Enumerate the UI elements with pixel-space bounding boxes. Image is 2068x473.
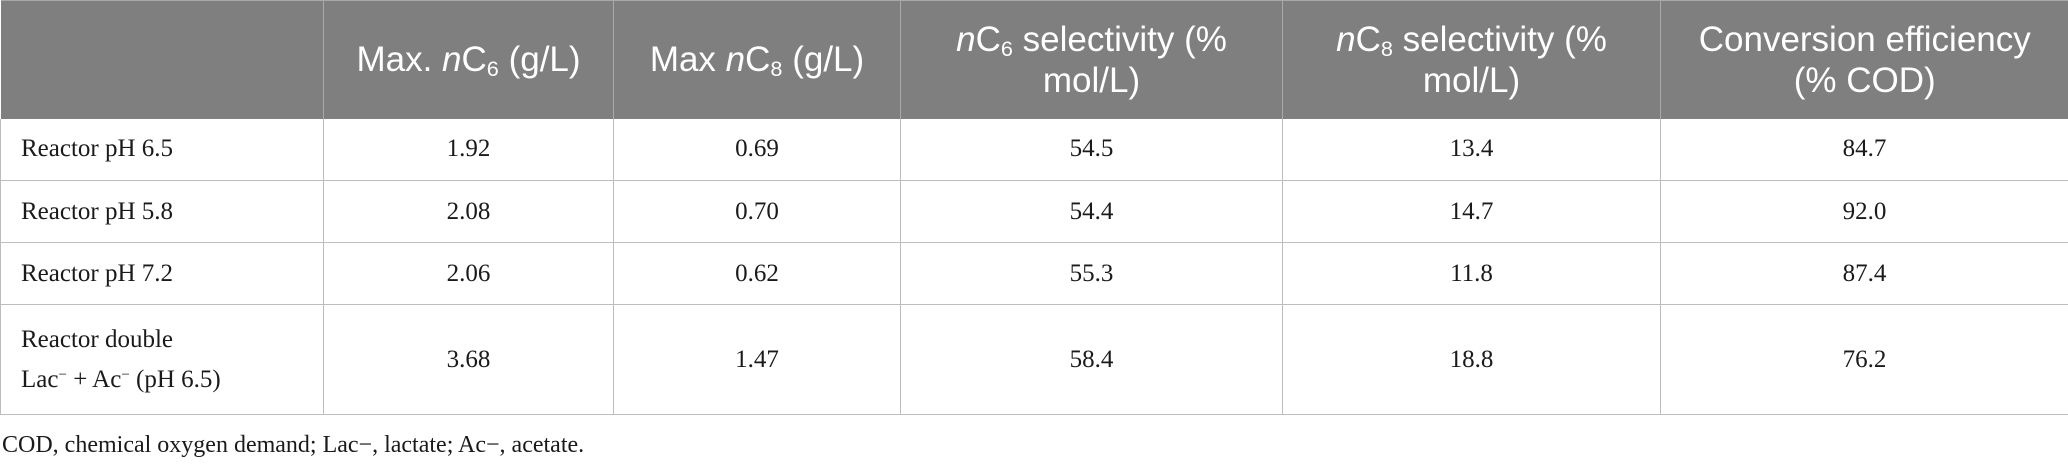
row-label-line1: Reactor double (21, 325, 174, 353)
cell-max-nc8: 1.47 (613, 304, 901, 415)
cell-nc6-selectivity: 54.4 (900, 180, 1283, 243)
header-nc8-selectivity: nC8 selectivity (% mol/L) (1282, 0, 1661, 119)
cell-nc6-selectivity: 54.5 (900, 118, 1283, 181)
row-label: Reactor double Lac− + Ac− (pH 6.5) (0, 304, 324, 415)
row-label-line2: Lac− + Ac− (pH 6.5) (21, 365, 221, 393)
cell-max-nc6: 2.06 (323, 242, 614, 305)
data-table-container: Max. nC6 (g/L) Max nC8 (g/L) nC6 selecti… (0, 0, 2068, 415)
cell-max-nc6: 2.08 (323, 180, 614, 243)
row-label: Reactor pH 5.8 (0, 180, 324, 243)
table-row: Reactor pH 7.2 2.06 0.62 55.3 11.8 87.4 (0, 242, 2068, 305)
cell-nc8-selectivity: 14.7 (1282, 180, 1661, 243)
cell-max-nc6: 3.68 (323, 304, 614, 415)
header-max-nc8: Max nC8 (g/L) (613, 0, 901, 119)
cell-nc8-selectivity: 18.8 (1282, 304, 1661, 415)
header-row: Max. nC6 (g/L) Max nC8 (g/L) nC6 selecti… (0, 0, 2068, 119)
cell-max-nc6: 1.92 (323, 118, 614, 181)
cell-max-nc8: 0.70 (613, 180, 901, 243)
table-row: Reactor pH 6.5 1.92 0.69 54.5 13.4 84.7 (0, 118, 2068, 181)
header-nc6-selectivity: nC6 selectivity (% mol/L) (900, 0, 1283, 119)
table-row: Reactor pH 5.8 2.08 0.70 54.4 14.7 92.0 (0, 180, 2068, 243)
row-label: Reactor pH 6.5 (0, 118, 324, 181)
cell-nc8-selectivity: 13.4 (1282, 118, 1661, 181)
table-footnote: COD, chemical oxygen demand; Lac−, lacta… (2, 432, 585, 458)
header-empty-cell (0, 0, 324, 119)
cell-nc6-selectivity: 58.4 (900, 304, 1283, 415)
cell-conversion-efficiency: 76.2 (1660, 304, 2068, 415)
cell-conversion-efficiency: 84.7 (1660, 118, 2068, 181)
cell-max-nc8: 0.69 (613, 118, 901, 181)
cell-nc8-selectivity: 11.8 (1282, 242, 1661, 305)
cell-conversion-efficiency: 92.0 (1660, 180, 2068, 243)
cell-max-nc8: 0.62 (613, 242, 901, 305)
table-header: Max. nC6 (g/L) Max nC8 (g/L) nC6 selecti… (0, 0, 2068, 119)
results-table: Max. nC6 (g/L) Max nC8 (g/L) nC6 selecti… (0, 0, 2068, 415)
table-row: Reactor double Lac− + Ac− (pH 6.5) 3.68 … (0, 304, 2068, 415)
row-label: Reactor pH 7.2 (0, 242, 324, 305)
table-body: Reactor pH 6.5 1.92 0.69 54.5 13.4 84.7 … (0, 118, 2068, 415)
cell-conversion-efficiency: 87.4 (1660, 242, 2068, 305)
cell-nc6-selectivity: 55.3 (900, 242, 1283, 305)
header-conversion-efficiency: Conversion efficiency (% COD) (1660, 0, 2068, 119)
header-max-nc6: Max. nC6 (g/L) (323, 0, 614, 119)
